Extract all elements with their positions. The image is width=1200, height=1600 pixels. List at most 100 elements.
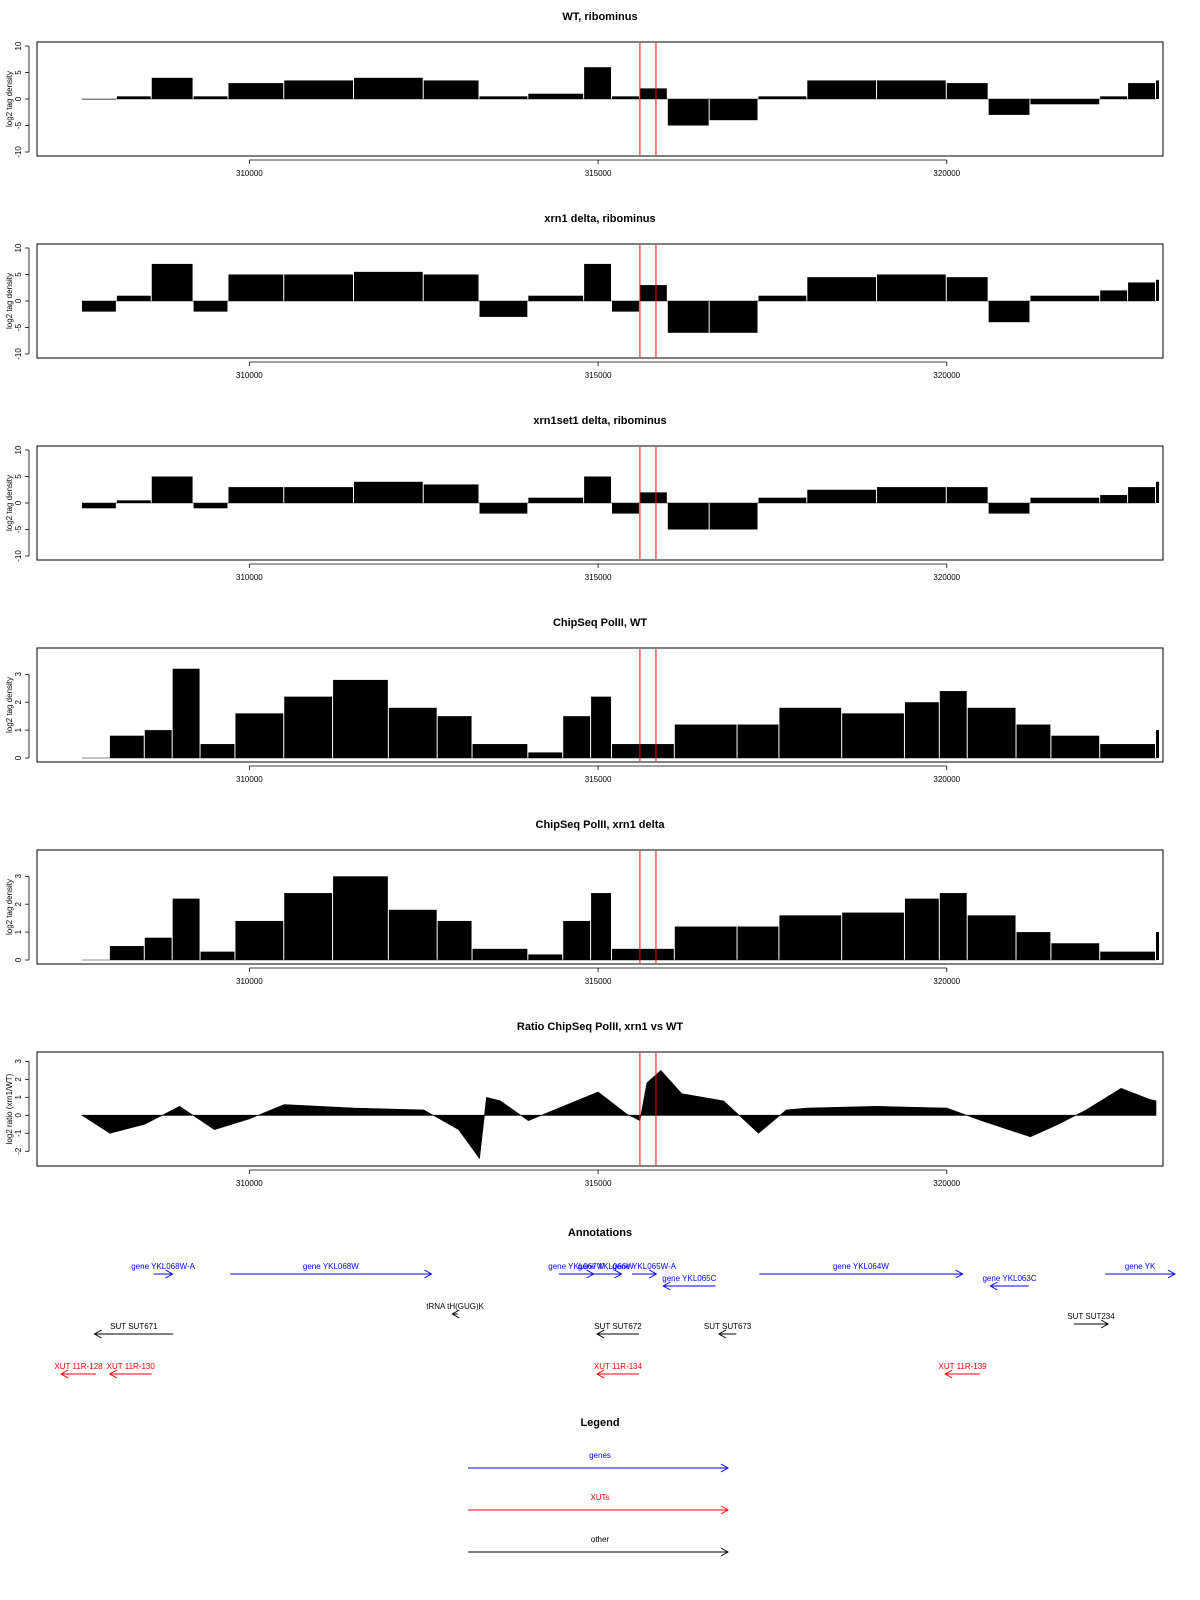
data-bar (584, 67, 612, 99)
data-bar (193, 503, 228, 509)
feature-label: SUT SUT234 (1067, 1312, 1115, 1321)
data-bar (1128, 487, 1155, 503)
annotation-feature: SUT SUT671 (93, 1322, 174, 1339)
y-tick-label: 0 (14, 298, 23, 303)
data-bar (1030, 497, 1100, 503)
data-bar (1128, 282, 1155, 301)
data-bar (709, 503, 758, 530)
y-tick-label: -2 (14, 1147, 23, 1155)
chart-title: ChipSeq PolII, WT (553, 617, 647, 629)
data-bar (563, 716, 591, 758)
data-bar (1030, 295, 1100, 301)
y-tick-label: -10 (14, 348, 23, 360)
x-tick-label: 310000 (236, 775, 263, 784)
annotation-feature: SUT SUT673 (704, 1322, 752, 1339)
x-tick-label: 310000 (236, 169, 263, 178)
chart-panel-6: Ratio ChipSeq PolII, xrn1 vs WT -2 -1 0 1 2 3 l… (5, 1021, 1164, 1188)
data-bar (807, 489, 877, 503)
data-bar (228, 83, 284, 99)
data-bar (946, 487, 988, 503)
y-tick-label: 1 (14, 1095, 23, 1100)
data-bar (779, 707, 842, 758)
data-bar (591, 893, 612, 960)
y-tick-label: 0 (14, 1113, 23, 1118)
data-bar (353, 77, 423, 99)
chart-panel-1: WT, ribominus -10 -5 0 5 10 log2 tag density 31… (5, 11, 1164, 178)
data-bar (284, 274, 353, 301)
feature-label: gene YKL068W-A (131, 1262, 195, 1271)
arrowhead-left-icon (596, 1369, 605, 1379)
y-tick-label: 3 (14, 672, 23, 677)
data-bar (1156, 481, 1159, 503)
x-tick-label: 315000 (585, 573, 612, 582)
data-bar (946, 83, 988, 99)
data-bar (284, 893, 333, 960)
data-bar (388, 707, 437, 758)
data-bar (939, 893, 967, 960)
y-axis-label: log2 tag density (5, 71, 14, 127)
data-bar (193, 96, 228, 99)
legend-item: other (468, 1535, 730, 1557)
annotation-feature: gene YKL063C (982, 1274, 1037, 1291)
legend-item-label: genes (589, 1451, 611, 1460)
feature-label: gene YKL063C (982, 1274, 1036, 1283)
data-bar (423, 274, 479, 301)
data-bar (353, 271, 423, 301)
data-bar (946, 277, 988, 301)
annotation-feature: gene YKL065W-A (612, 1262, 677, 1279)
data-bar (1016, 932, 1051, 960)
data-bar (235, 920, 284, 960)
data-bar (235, 713, 284, 758)
annotations-title: Annotations (568, 1227, 632, 1239)
chart-panel-2: xrn1 delta, ribominus -10 -5 0 5 10 log2 tag d… (5, 213, 1164, 380)
annotation-feature: gene YKL068W (230, 1262, 433, 1279)
feature-label: SUT SUT671 (110, 1322, 158, 1331)
data-bar (1030, 99, 1100, 105)
feature-label: gene YKL067W (548, 1262, 604, 1271)
data-bar (667, 99, 709, 126)
data-bar (1100, 290, 1128, 301)
data-bar (333, 679, 388, 758)
data-bar (437, 920, 472, 960)
plot-frame (36, 1051, 1164, 1167)
annotation-feature: XUT 11R-134 (594, 1362, 643, 1379)
data-bar (639, 492, 667, 503)
y-tick-label: 1 (14, 929, 23, 934)
data-bar (988, 99, 1030, 115)
data-bar (109, 735, 144, 758)
x-tick-label: 315000 (585, 775, 612, 784)
data-bar (1100, 744, 1155, 758)
feature-label: gene YKL065C (662, 1274, 716, 1283)
chart-title: Ratio ChipSeq PolII, xrn1 vs WT (517, 1021, 684, 1033)
plot-frame (36, 849, 1164, 965)
data-bar (172, 668, 200, 758)
data-bar (988, 301, 1030, 323)
arrowhead-right-icon (955, 1269, 964, 1279)
arrowhead-left-icon (451, 1309, 460, 1319)
annotation-feature: gene YKL068W-A (131, 1262, 196, 1279)
data-bar (193, 301, 228, 312)
x-tick-label: 315000 (585, 1179, 612, 1188)
x-tick-label: 320000 (933, 371, 960, 380)
data-bar (151, 263, 193, 301)
data-bar (284, 487, 353, 503)
data-bar (612, 301, 639, 312)
feature-label: gene YKL066W (578, 1262, 634, 1271)
ratio-area (80, 1069, 1157, 1160)
x-tick-label: 315000 (585, 371, 612, 380)
arrowhead-right-icon (424, 1269, 433, 1279)
data-bar (709, 99, 758, 121)
data-bar (82, 99, 116, 100)
data-bar (200, 744, 235, 758)
data-bar (639, 285, 667, 301)
arrowhead-right-icon (1100, 1319, 1110, 1329)
data-bar (144, 937, 172, 960)
y-axis-label: log2 tag density (5, 273, 14, 329)
feature-label: XUT 11R-134 (594, 1362, 643, 1371)
data-bar (988, 503, 1030, 514)
data-bar (423, 80, 479, 99)
feature-label: SUT SUT672 (594, 1322, 642, 1331)
y-axis-label: log2 ratio (xrn1/WT) (5, 1073, 14, 1144)
